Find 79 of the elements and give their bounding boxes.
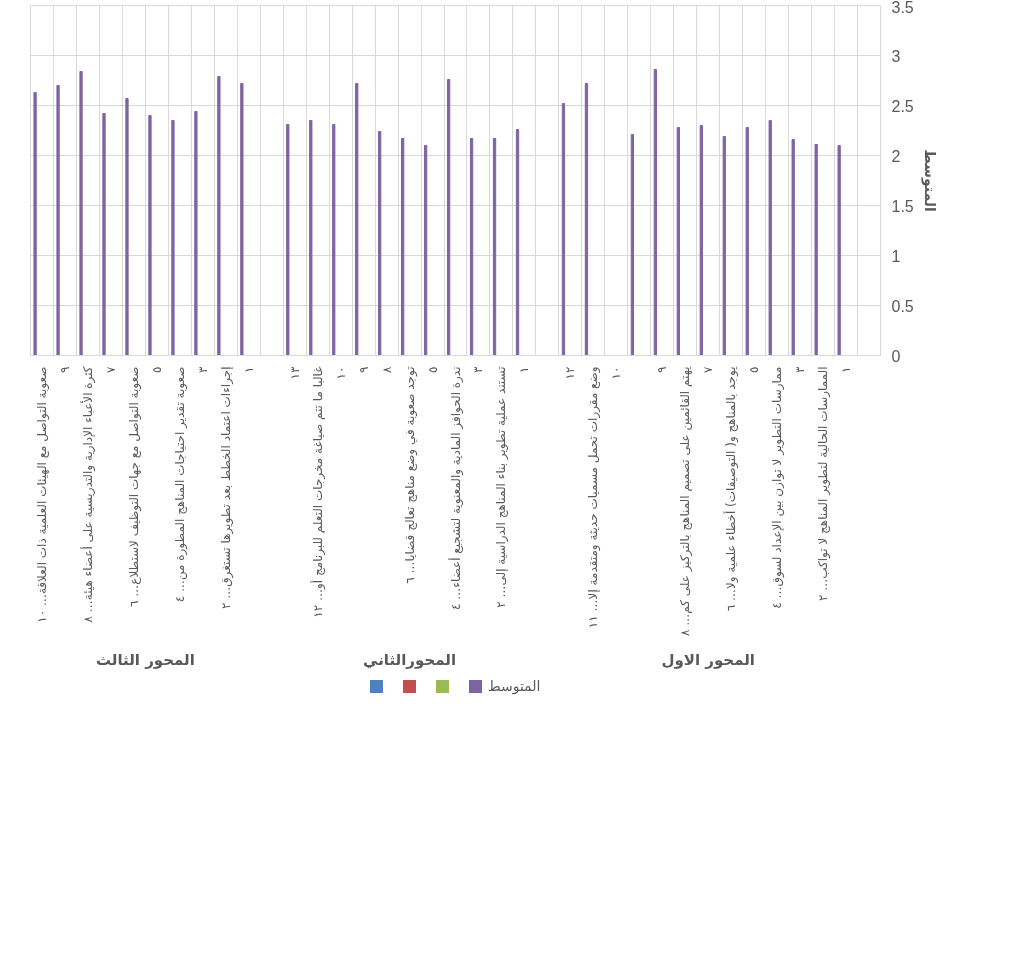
bar bbox=[423, 145, 428, 356]
x-tick-label: يهتم القائمين على تصميم المناهج بالتركيز على كم… ٨ bbox=[678, 366, 694, 637]
bar bbox=[332, 124, 336, 356]
bar bbox=[722, 136, 726, 356]
bar bbox=[630, 134, 635, 356]
x-tick-label: صعوبة التواصل مع جهات التوظيف لاستطلاع… ٦ bbox=[126, 366, 142, 608]
x-tick-label: تستند عملية تطوير بناء المناهج الدراسية إلى… ٢ bbox=[494, 366, 510, 608]
x-tick-label: ٧ bbox=[701, 365, 716, 373]
x-tick-label: ١٢ bbox=[563, 366, 578, 380]
bar bbox=[378, 131, 382, 356]
bar bbox=[56, 85, 60, 356]
y-axis-title: المتوسط bbox=[920, 149, 938, 212]
x-tick-label: ٣ bbox=[195, 365, 210, 373]
x-tick-label: ٣ bbox=[793, 365, 808, 373]
bar bbox=[791, 139, 795, 356]
text: المحور الثالث bbox=[95, 650, 195, 669]
x-tick-label: ممارسات التطوير لا توازن بين الإعداد لسوق… ٤ bbox=[770, 366, 786, 609]
bar bbox=[171, 120, 175, 356]
bar bbox=[561, 103, 566, 356]
x-tick-label: إجراءات اعتماد الخطط بعد تطويرها تستغرق… ٢ bbox=[218, 366, 234, 609]
bar bbox=[745, 127, 749, 356]
bar bbox=[309, 120, 313, 356]
x-tick-label: ١ bbox=[241, 366, 256, 373]
x-tick-label: ٥ bbox=[149, 366, 164, 373]
x-tick-label: ١ bbox=[839, 366, 854, 373]
x-tick-label: صعوبة التواصل مع الهيئات العلمية ذات العلاقة… ١٠ bbox=[34, 366, 50, 623]
bar bbox=[653, 69, 658, 356]
x-tick-label: ٣ bbox=[471, 365, 486, 373]
x-tick-label: ٥ bbox=[425, 366, 440, 373]
bar bbox=[768, 120, 772, 356]
x-tick-label: ندرة الحوافز المادية والمعنوية لتشجيع أعضاء… ٤ bbox=[447, 366, 464, 610]
bar bbox=[194, 111, 198, 356]
text: المحورالثاني bbox=[363, 650, 457, 669]
bar bbox=[469, 138, 474, 356]
x-tick-label: توجد صعوبة في وضع مناهج تعالج قضايا… ٦ bbox=[402, 366, 418, 584]
y-tick-label: 1.5 bbox=[891, 197, 914, 215]
y-tick-label: 0.5 bbox=[891, 297, 914, 315]
bar bbox=[125, 98, 129, 356]
bar bbox=[814, 144, 818, 356]
x-tick-label: ٩ bbox=[57, 366, 72, 373]
x-tick-label: غالبا ما تتم صياغة مخرجات التعلم للبرنامج أو… ١٢ bbox=[309, 366, 326, 618]
bar bbox=[102, 113, 106, 356]
bar bbox=[492, 138, 497, 356]
x-tick-label: ٥ bbox=[747, 366, 762, 373]
x-tick-label: كثرة الأعباء الإدارية والتدريسية على أعضاء هيئة… ٨ bbox=[79, 366, 96, 623]
x-tick-label: يوجد بالمناهج و( التوصيفات) أخطاء علمية ولا… ٦ bbox=[723, 366, 740, 612]
bar bbox=[240, 83, 244, 356]
bar bbox=[401, 138, 405, 356]
bar bbox=[584, 83, 589, 356]
legend-label: المتوسط bbox=[487, 677, 541, 696]
y-tick-label: 0 bbox=[891, 347, 901, 365]
text: المحور الاول bbox=[661, 650, 755, 669]
x-tick-label: صعوبة تقدير احتياجات المناهج المطورة من… ٤ bbox=[172, 366, 188, 603]
bar bbox=[79, 71, 83, 356]
bar bbox=[148, 115, 152, 356]
bar bbox=[515, 129, 520, 356]
y-tick-label: 1 bbox=[891, 247, 901, 265]
x-tick-label: وضع مقررات تحمل مسميات حديثة ومتقدمة إلا… ١١ bbox=[586, 366, 602, 629]
x-tick-label: ٩ bbox=[356, 366, 371, 373]
bar bbox=[355, 83, 359, 356]
x-tick-label: ١٠ bbox=[333, 366, 348, 380]
bar bbox=[286, 124, 290, 356]
bar bbox=[446, 79, 451, 356]
x-tick-label: ٩ bbox=[655, 366, 670, 373]
x-tick-label: ١٠ bbox=[609, 366, 624, 380]
y-tick-label: 3.5 bbox=[891, 0, 914, 16]
x-tick-label: ١٣ bbox=[287, 365, 302, 380]
y-tick-label: 2 bbox=[891, 147, 901, 165]
bar bbox=[33, 92, 37, 356]
x-tick-label: ١ bbox=[517, 366, 532, 373]
bar bbox=[217, 76, 221, 356]
y-tick-label: 2.5 bbox=[891, 97, 914, 115]
bar bbox=[676, 127, 680, 356]
bar bbox=[837, 145, 841, 356]
x-tick-label: الممارسات الحالية لتطوير المناهج لا تواكب… ٢ bbox=[816, 366, 832, 602]
x-tick-label: ٨ bbox=[379, 365, 394, 373]
x-tick-label: ٧ bbox=[103, 365, 118, 373]
bar bbox=[699, 125, 703, 356]
y-tick-label: 3 bbox=[891, 47, 901, 65]
